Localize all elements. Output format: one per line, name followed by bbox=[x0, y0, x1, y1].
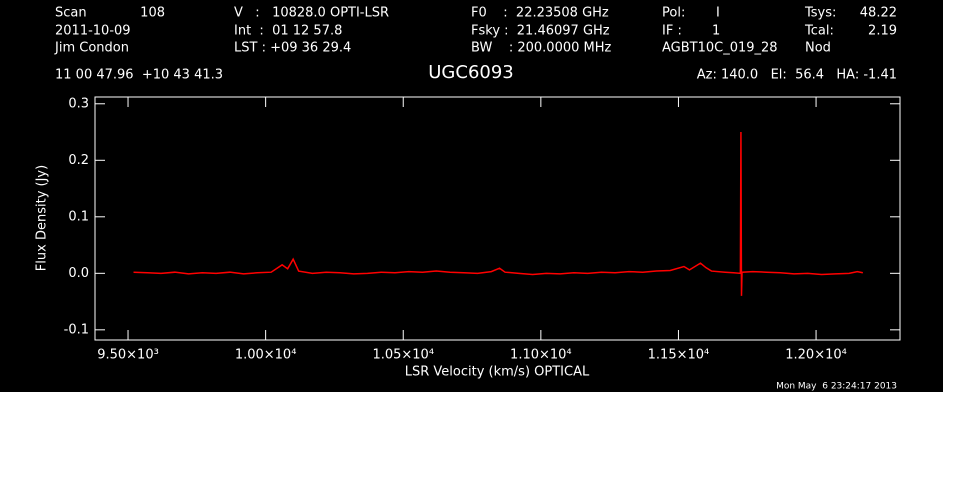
y-tick-label: 0.2 bbox=[68, 153, 89, 168]
date: 2011-10-09 bbox=[55, 24, 131, 39]
velocity: V : 10828.0 OPTI-LSR bbox=[234, 6, 389, 21]
observer: Jim Condon bbox=[54, 41, 129, 56]
fsky: Fsky : 21.46097 GHz bbox=[471, 24, 610, 39]
coords: 11 00 47.96 +10 43 41.3 bbox=[55, 68, 223, 83]
if: 1 bbox=[712, 24, 720, 39]
background bbox=[0, 0, 943, 392]
project: AGBT10C_019_28 bbox=[662, 41, 778, 56]
integration: Int : 01 12 57.8 bbox=[234, 24, 342, 39]
x-tick-label: 1.10×10⁴ bbox=[510, 348, 572, 363]
plot-frame bbox=[94, 96, 901, 341]
y-tick-label: 0.1 bbox=[68, 209, 89, 224]
y-tick-label: 0.3 bbox=[68, 96, 89, 111]
tsys: 48.22 bbox=[860, 6, 897, 21]
tcal-label: Tcal: bbox=[804, 24, 834, 39]
mode: Nod bbox=[805, 41, 831, 56]
x-tick-label: 1.00×10⁴ bbox=[235, 348, 297, 363]
timestamp: Mon May 6 23:24:17 2013 bbox=[776, 382, 897, 392]
f0: F0 : 22.23508 GHz bbox=[471, 6, 609, 21]
pol: I bbox=[716, 6, 720, 21]
y-tick-label: -0.1 bbox=[64, 322, 89, 337]
bandwidth: BW : 200.0000 MHz bbox=[471, 41, 612, 56]
scan-label: Scan bbox=[55, 6, 87, 21]
x-axis-label: LSR Velocity (km/s) OPTICAL bbox=[405, 365, 590, 380]
tsys-label: Tsys: bbox=[804, 6, 836, 21]
tcal: 2.19 bbox=[868, 24, 897, 39]
if-label: IF : bbox=[662, 24, 682, 39]
pol-label: Pol: bbox=[662, 6, 685, 21]
az-el: Az: 140.0 El: 56.4 HA: -1.41 bbox=[697, 68, 897, 83]
x-tick-label: 9.50×10³ bbox=[97, 348, 159, 363]
chart-title: UGC6093 bbox=[428, 62, 514, 83]
y-axis-label: Flux Density (Jy) bbox=[35, 165, 50, 271]
spectrum-line bbox=[133, 132, 864, 296]
y-tick-label: 0.0 bbox=[68, 266, 89, 281]
x-tick-label: 1.20×10⁴ bbox=[785, 348, 847, 363]
x-tick-label: 1.15×10⁴ bbox=[648, 348, 710, 363]
scan: 108 bbox=[140, 6, 165, 21]
lst: LST : +09 36 29.4 bbox=[234, 41, 351, 56]
x-tick-label: 1.05×10⁴ bbox=[372, 348, 434, 363]
